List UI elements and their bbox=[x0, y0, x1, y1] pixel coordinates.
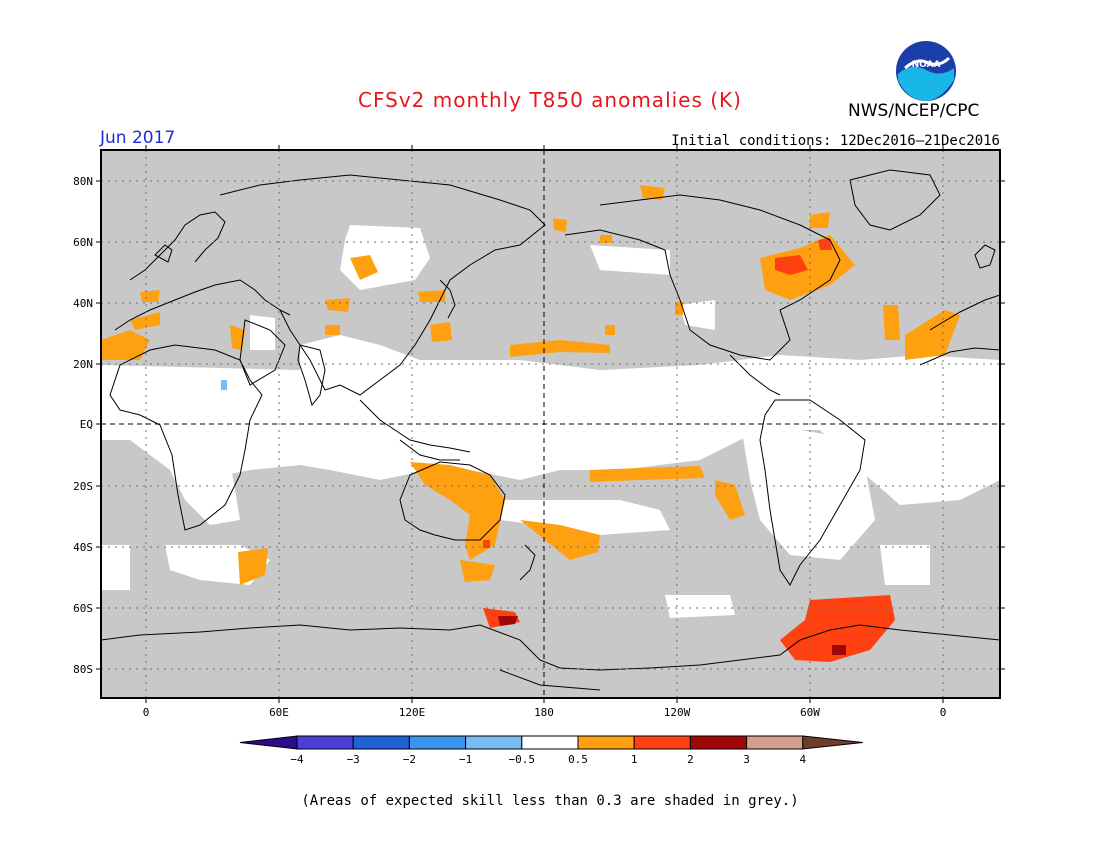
lat-tick-label: 40S bbox=[73, 541, 93, 554]
orange-anomaly-regions bbox=[101, 185, 960, 585]
colorbar-label: 1 bbox=[631, 753, 638, 766]
lat-tick-label: 60S bbox=[73, 602, 93, 615]
lat-tick-label: 20N bbox=[73, 358, 93, 371]
lat-tick-label: EQ bbox=[80, 418, 93, 431]
lon-tick-label: 60E bbox=[269, 706, 289, 719]
colorbar-swatch bbox=[352, 735, 410, 750]
lat-tick-label: 40N bbox=[73, 297, 93, 310]
valid-month-label: Jun 2017 bbox=[100, 128, 176, 148]
lon-tick-label: 120W bbox=[664, 706, 691, 719]
colorbar-swatch bbox=[408, 735, 467, 750]
chart-title: CFSv2 monthly T850 anomalies (K) bbox=[358, 88, 742, 112]
skill-caption: (Areas of expected skill less than 0.3 a… bbox=[301, 793, 799, 809]
colorbar-swatch bbox=[746, 735, 804, 750]
coastlines bbox=[101, 169, 1000, 691]
latitude-axis: 80N 60N 40N 20N EQ 20S 40S 60S 80S bbox=[73, 175, 1005, 676]
graticule bbox=[101, 150, 1000, 698]
noaa-logo-text: NOAA bbox=[912, 60, 941, 70]
lon-tick-label: 0 bbox=[940, 706, 947, 719]
lat-tick-label: 80S bbox=[73, 663, 93, 676]
noaa-logo: NOAA bbox=[895, 40, 957, 106]
colorbar-label: −2 bbox=[403, 753, 416, 766]
colorbar-label: −3 bbox=[347, 753, 360, 766]
lon-tick-label: 180 bbox=[534, 706, 554, 719]
colorbar-max-arrow bbox=[802, 735, 863, 750]
lon-tick-label: 0 bbox=[143, 706, 150, 719]
lon-tick-label: 120E bbox=[399, 706, 426, 719]
colorbar-swatch bbox=[521, 735, 579, 750]
initial-conditions-label: Initial conditions: 12Dec2016–21Dec2016 bbox=[671, 133, 1000, 149]
colorbar-label: −4 bbox=[290, 753, 304, 766]
lat-tick-label: 80N bbox=[73, 175, 93, 188]
colorbar-label: 2 bbox=[687, 753, 694, 766]
colorbar-swatch bbox=[689, 735, 748, 750]
colorbar-min-arrow bbox=[239, 735, 298, 750]
lat-tick-label: 60N bbox=[73, 236, 93, 249]
colorbar-label: −0.5 bbox=[509, 753, 536, 766]
longitude-axis: 0 60E 120E 180 120W 60W 0 bbox=[143, 145, 947, 719]
colorbar-swatch bbox=[577, 735, 635, 750]
colorbar: −4 −3 −2 −1 −0.5 0.5 1 2 3 4 bbox=[239, 735, 863, 766]
colorbar-swatch bbox=[633, 735, 691, 750]
lightblue-anomaly-regions bbox=[221, 380, 227, 390]
darkred-anomaly-regions bbox=[498, 616, 846, 655]
agency-label: NWS/NCEP/CPC bbox=[848, 101, 980, 121]
colorbar-label: 0.5 bbox=[568, 753, 588, 766]
colorbar-label: −1 bbox=[459, 753, 472, 766]
colorbar-swatch bbox=[296, 735, 354, 750]
colorbar-label: 3 bbox=[743, 753, 750, 766]
lon-tick-label: 60W bbox=[800, 706, 820, 719]
colorbar-swatch bbox=[465, 735, 523, 750]
colorbar-label: 4 bbox=[799, 753, 806, 766]
anomaly-field bbox=[101, 169, 1000, 691]
lat-tick-label: 20S bbox=[73, 480, 93, 493]
